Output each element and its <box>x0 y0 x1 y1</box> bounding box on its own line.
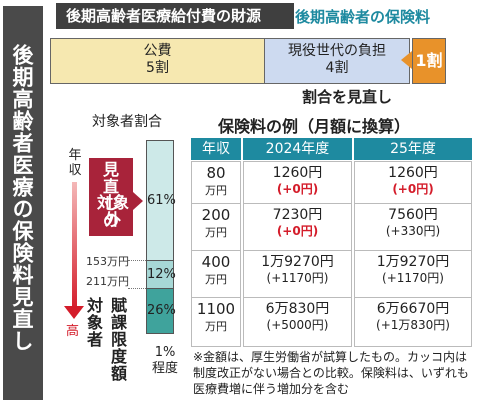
finance-title: 後期高齢者医療給付費の財源 <box>56 3 294 29</box>
share-segment-26: 26% <box>146 288 176 334</box>
cell-2025: 6万6670円 (+1万830円) <box>354 297 472 347</box>
excluded-line1: 見直しの <box>102 160 119 230</box>
public-label: 公費 <box>143 43 172 59</box>
excluded-box: 見直しの 対象外 <box>89 158 133 236</box>
target-b: 対象者 <box>86 296 103 349</box>
cell-2025: 1万9270円 (+1170円) <box>354 250 472 300</box>
header-2025: 25年度 <box>354 138 472 160</box>
side-title: 後期高齢者医療の保険料見直し <box>3 6 43 400</box>
divider <box>128 260 146 261</box>
cell-2024: 1260円 (+0円) <box>243 161 352 206</box>
review-note: 割合を見直し <box>302 88 393 106</box>
excluded-line2: 対象外 <box>96 193 129 229</box>
arrow-down-icon <box>64 306 84 319</box>
current-label: 現役世代の負担 <box>288 43 386 59</box>
footnote: ※金額は、厚生労働省が試算したもの。カッコ内は制度改正がない場合との比較。保険料… <box>193 350 469 396</box>
side-title-text: 後期高齢者医療の保険料見直し <box>10 44 34 352</box>
header-2024: 2024年度 <box>243 138 352 160</box>
arrow-left-icon <box>401 51 412 69</box>
axis-high-label: 高 <box>66 324 80 339</box>
table-title: 保険料の例（月額に換算） <box>218 117 411 136</box>
table-row: 80 万円 <box>191 161 241 206</box>
threshold-211: 211万円 <box>86 275 129 288</box>
divider <box>128 288 146 289</box>
cell-2025: 7560円 (+330円) <box>354 203 472 253</box>
share-header: 対象者割合 <box>92 114 162 130</box>
premium-label: 後期高齢者の保険料 <box>295 8 431 26</box>
share-1pct: 1% 程度 <box>151 345 178 376</box>
public-funding-bar: 公費 5割 <box>50 38 265 84</box>
target-a: 賦課限度額 <box>110 296 127 383</box>
cell-2025: 1260円 (+0円) <box>354 161 472 206</box>
axis-label: 年収 <box>68 148 82 178</box>
header-income: 年収 <box>191 138 241 160</box>
cell-2024: 6万830円 (+5000円) <box>243 297 352 347</box>
public-share: 5割 <box>146 60 169 76</box>
share-segment-12: 12% <box>146 260 176 290</box>
threshold-153: 153万円 <box>86 255 129 268</box>
arrow-right-icon <box>133 192 143 210</box>
table-row: 200 万円 <box>191 203 241 253</box>
cell-2024: 7230円 (+0円) <box>243 203 352 253</box>
table-row: 400 万円 <box>191 250 241 300</box>
cell-2024: 1万9270円 (+1170円) <box>243 250 352 300</box>
current-share: 4割 <box>325 60 349 76</box>
table-row: 1100 万円 <box>191 297 241 347</box>
current-generation-bar: 現役世代の負担 4割 <box>264 38 410 84</box>
premium-share-box: 1割 <box>412 38 446 84</box>
share-segment-61: 61% <box>146 140 176 262</box>
income-axis <box>72 182 77 310</box>
